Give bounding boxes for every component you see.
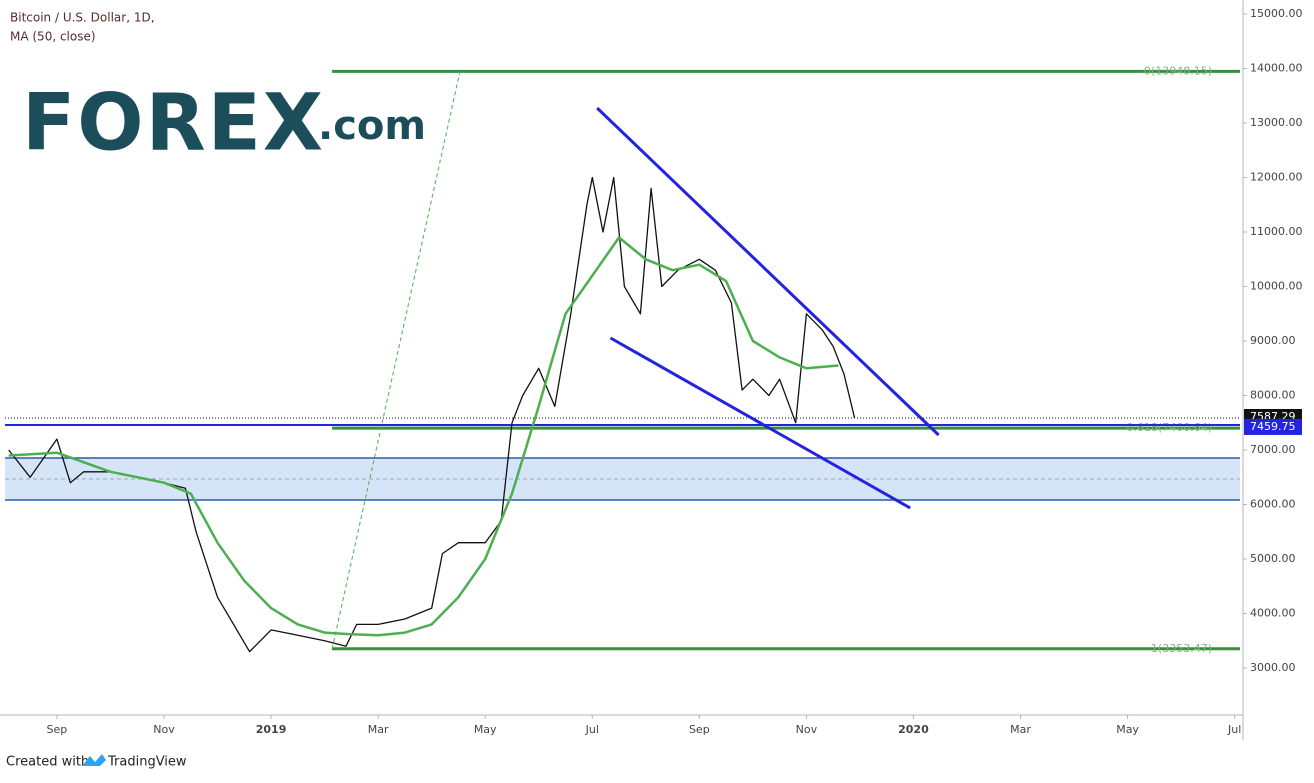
- chart-title: Bitcoin / U.S. Dollar, 1D,: [10, 11, 155, 25]
- price-label-box: [1244, 418, 1302, 435]
- x-tick-label: Mar: [1010, 723, 1031, 736]
- x-tick-label: Jul: [1227, 723, 1241, 736]
- trendline: [609, 336, 911, 510]
- y-tick-label: 10000.00: [1250, 280, 1303, 293]
- y-tick-label: 5000.00: [1250, 552, 1296, 565]
- y-tick-label: 11000.00: [1250, 225, 1303, 238]
- x-tick-label: 2019: [256, 723, 287, 736]
- fib-level-label: 0.618(7400.64): [1126, 421, 1212, 434]
- x-tick-label: Sep: [689, 723, 710, 736]
- x-tick-label: Nov: [153, 723, 175, 736]
- y-tick-label: 7000.00: [1250, 443, 1296, 456]
- plot-area: 0(13948.15) 0.618(7400.64) 1(3353.47): [5, 64, 1240, 655]
- trendline: [596, 106, 940, 437]
- y-tick-label: 4000.00: [1250, 607, 1296, 620]
- x-tick-label: May: [474, 723, 497, 736]
- tradingview-icon: [82, 754, 106, 766]
- x-tick-label: Jul: [585, 723, 599, 736]
- price-label: 7459.75: [1250, 420, 1296, 433]
- y-tick-label: 8000.00: [1250, 389, 1296, 402]
- fib-level-label: 1(3353.47): [1151, 642, 1212, 655]
- x-tick-label: Sep: [47, 723, 68, 736]
- x-tick-label: Mar: [368, 723, 389, 736]
- footer-brand[interactable]: TradingView: [107, 755, 187, 770]
- legend-entry: MA (50, close): [10, 30, 96, 44]
- x-tick-label: May: [1116, 723, 1139, 736]
- price-line-series: [8, 176, 856, 653]
- x-tick-label: Nov: [796, 723, 818, 736]
- y-tick-label: 6000.00: [1250, 498, 1296, 511]
- y-tick-label: 14000.00: [1250, 61, 1303, 74]
- trendline: [331, 71, 461, 649]
- y-tick-label: 12000.00: [1250, 170, 1303, 183]
- y-tick-label: 13000.00: [1250, 116, 1303, 129]
- watermark-logo: FOREX: [22, 78, 325, 168]
- moving-average: [8, 236, 839, 637]
- y-tick-label: 9000.00: [1250, 334, 1296, 347]
- watermark-suffix: .com: [318, 103, 426, 149]
- x-tick-label: 2020: [898, 723, 929, 736]
- fib-level-label: 0(13948.15): [1144, 64, 1212, 77]
- footer-text: Created with: [6, 755, 89, 770]
- y-tick-label: 3000.00: [1250, 661, 1296, 674]
- y-tick-label: 15000.00: [1250, 7, 1303, 20]
